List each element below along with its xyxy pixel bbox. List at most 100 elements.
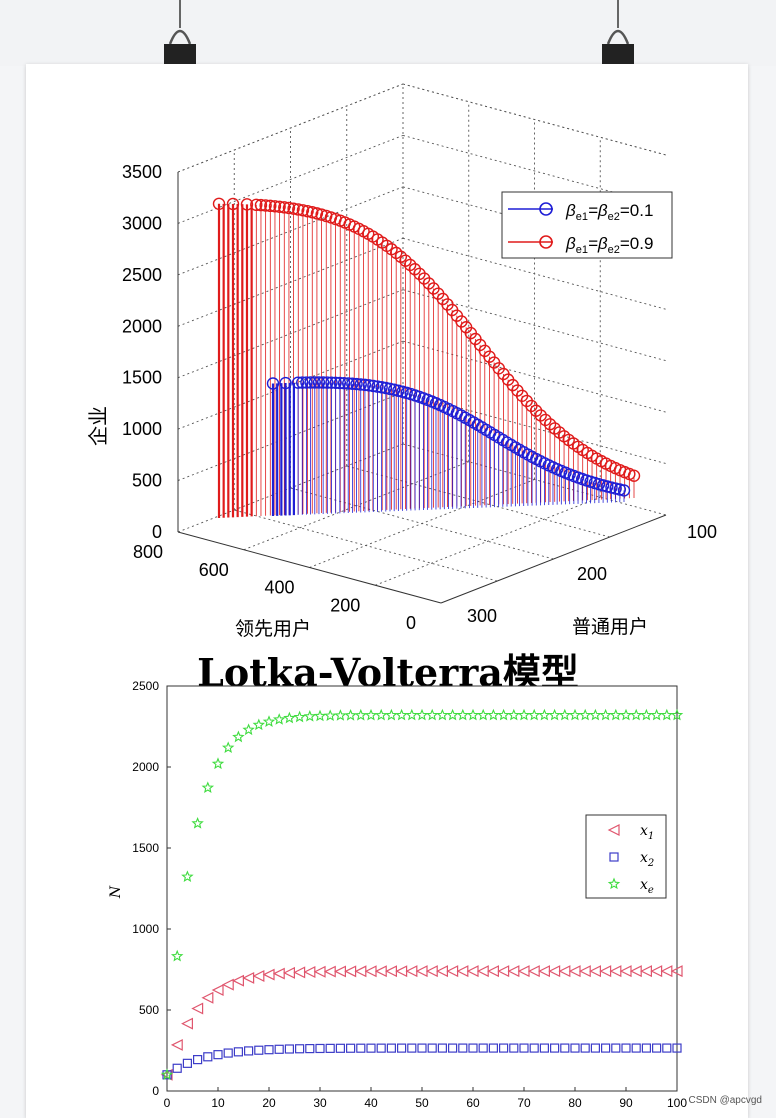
stem-marker [403, 258, 417, 272]
y-tick-label: 200 [577, 564, 607, 584]
stem-marker [306, 206, 319, 219]
stem-marker [266, 377, 280, 390]
y-tick-label: 300 [467, 606, 497, 626]
stem-marker [534, 409, 547, 422]
z-tick-label: 2000 [122, 316, 162, 336]
legend-item-blue: βe1=βe2=0.1 [508, 201, 653, 223]
stem-marker [379, 381, 393, 395]
stem-marker [282, 201, 296, 215]
y-tick-label: 1500 [132, 841, 159, 855]
axis-ticks: 0 10 20 30 40 50 60 70 80 90 100050010001500200025… [132, 680, 687, 1110]
z-tick-label: 2500 [122, 265, 162, 285]
legend-item-red: βe1=βe2=0.9 [508, 234, 653, 256]
star-marker [436, 708, 449, 721]
x-tick-label: 70 [517, 1096, 531, 1110]
triangle-marker [670, 965, 683, 978]
square-marker [631, 1043, 641, 1053]
grid-line [402, 83, 667, 156]
star-marker [456, 708, 470, 721]
stem-marker [613, 483, 627, 496]
star-marker [232, 730, 245, 743]
y-tick-label: 100 [687, 522, 717, 542]
star-marker [599, 708, 612, 721]
data-points [160, 708, 684, 1081]
star-marker [415, 708, 429, 721]
stem-marker [346, 377, 359, 390]
square-marker [499, 1043, 509, 1053]
x-tick-label: 400 [264, 578, 294, 598]
grid-line [177, 289, 404, 379]
star-marker [527, 708, 541, 721]
svg-text:βe1=βe2=0.9: βe1=βe2=0.9 [565, 234, 653, 256]
stem-series-group [266, 376, 631, 516]
stem-marker [250, 198, 263, 212]
star-marker [619, 708, 633, 721]
stem-marker [300, 376, 313, 389]
x-tick-label: 600 [199, 560, 229, 580]
square-marker [203, 1052, 213, 1062]
star-marker [181, 870, 194, 882]
triangle-marker [242, 971, 255, 984]
stem-marker [383, 382, 397, 396]
square-marker [600, 1043, 611, 1053]
star-marker [170, 949, 184, 962]
stem-marker [296, 204, 310, 217]
x-axis-label: 领先用户 [235, 618, 311, 640]
star-marker [405, 708, 419, 721]
star-marker [395, 708, 408, 721]
star-marker [344, 708, 357, 721]
stem-marker [312, 376, 326, 389]
triangle-marker [181, 1017, 193, 1030]
square-marker [662, 1043, 672, 1053]
star-marker [670, 708, 684, 721]
stem-marker [354, 378, 367, 391]
grid-line [290, 487, 554, 560]
square-marker [223, 1048, 233, 1058]
star-marker [293, 710, 306, 723]
x-tick-label: 40 [364, 1096, 378, 1110]
stem-marker [413, 267, 426, 281]
background-strip [0, 0, 776, 66]
star-marker [660, 708, 674, 721]
stem-marker [529, 404, 543, 417]
series-x1 [160, 965, 683, 1081]
stem-marker [371, 380, 384, 393]
square-marker [366, 1043, 376, 1053]
square-marker [356, 1043, 366, 1053]
y-axis [440, 514, 667, 604]
x-tick-label: 80 [568, 1096, 582, 1110]
stem-marker [212, 197, 226, 210]
stem-marker [367, 379, 380, 393]
y-tick-label: 2000 [132, 760, 159, 774]
x-tick-label: 90 [619, 1096, 633, 1110]
square-marker [611, 1043, 621, 1053]
binder-clip-icon [164, 0, 196, 64]
binder-clip-icon [602, 0, 634, 64]
y-tick-label: 2500 [132, 680, 159, 693]
x-tick-label: 20 [262, 1096, 276, 1110]
stem-marker [342, 377, 355, 390]
z-tick-label: 3500 [122, 162, 162, 182]
triangle-marker [170, 1038, 183, 1051]
triangle-marker [232, 974, 244, 987]
stem-marker [292, 203, 305, 216]
grid-line [177, 83, 404, 173]
star-marker [201, 781, 215, 793]
square-marker [641, 1043, 652, 1053]
star-marker [252, 718, 266, 731]
star-marker [589, 708, 602, 721]
square-marker [427, 1043, 437, 1053]
z-axis-label: 企业 [86, 406, 110, 446]
legend-label: x1 [640, 823, 654, 842]
square-marker [213, 1050, 223, 1060]
stem-marker [337, 376, 351, 390]
stem-marker [259, 199, 272, 212]
scatter-chart: 0 10 20 30 40 50 60 70 80 90 100050010001500200025… [108, 680, 687, 1110]
x-tick-label: 50 [415, 1096, 429, 1110]
stem-marker [304, 376, 317, 389]
y-tick-label: 500 [139, 1003, 159, 1017]
triangle-marker [221, 978, 234, 991]
square-marker [397, 1043, 407, 1053]
x-tick-label: 60 [466, 1096, 480, 1110]
square-marker [468, 1043, 478, 1053]
